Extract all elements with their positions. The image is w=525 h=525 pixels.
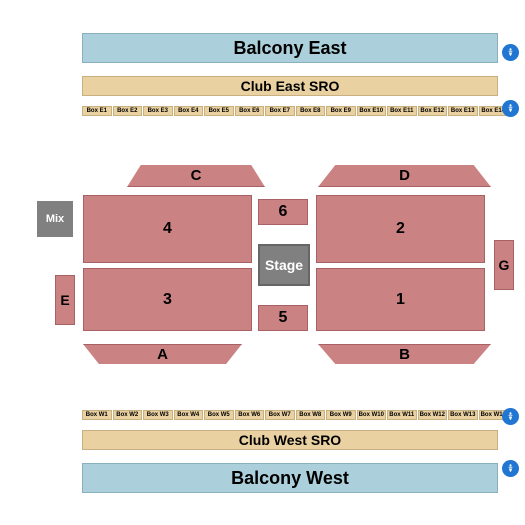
balcony-west-label: Balcony West (231, 468, 349, 489)
floor-section-3[interactable]: 3 (83, 268, 252, 331)
box-w7[interactable]: Box W7 (265, 410, 295, 420)
accessibility-icon (502, 460, 519, 477)
box-e11[interactable]: Box E11 (387, 106, 417, 116)
mix-booth: Mix (37, 201, 73, 237)
box-w8[interactable]: Box W8 (296, 410, 326, 420)
mix-label: Mix (46, 213, 64, 225)
club-east-sro[interactable]: Club East SRO (82, 76, 498, 96)
section-d[interactable]: D (318, 165, 491, 187)
section-c[interactable]: C (127, 165, 265, 187)
accessibility-icon (502, 100, 519, 117)
floor-section-6[interactable]: 6 (258, 199, 308, 225)
box-w13[interactable]: Box W13 (448, 410, 478, 420)
box-e5[interactable]: Box E5 (204, 106, 234, 116)
box-w3[interactable]: Box W3 (143, 410, 173, 420)
box-e7[interactable]: Box E7 (265, 106, 295, 116)
box-e3[interactable]: Box E3 (143, 106, 173, 116)
club-west-label: Club West SRO (239, 432, 341, 448)
section-c-label: C (191, 167, 202, 184)
club-east-label: Club East SRO (241, 78, 340, 94)
section-e-label: E (60, 292, 69, 308)
boxes-east-row: Box E1 Box E2 Box E3 Box E4 Box E5 Box E… (82, 106, 508, 116)
box-e6[interactable]: Box E6 (235, 106, 265, 116)
box-w2[interactable]: Box W2 (113, 410, 143, 420)
box-w5[interactable]: Box W5 (204, 410, 234, 420)
box-e4[interactable]: Box E4 (174, 106, 204, 116)
floor-1-label: 1 (396, 291, 405, 309)
floor-section-5[interactable]: 5 (258, 305, 308, 331)
box-w6[interactable]: Box W6 (235, 410, 265, 420)
floor-6-label: 6 (279, 203, 288, 221)
box-e8[interactable]: Box E8 (296, 106, 326, 116)
section-g[interactable]: G (494, 240, 514, 290)
section-a-label: A (157, 346, 168, 363)
accessibility-icon (502, 408, 519, 425)
section-d-label: D (399, 167, 410, 184)
floor-section-2[interactable]: 2 (316, 195, 485, 263)
section-e[interactable]: E (55, 275, 75, 325)
stage-label: Stage (265, 257, 303, 273)
section-a[interactable]: A (83, 344, 242, 364)
floor-2-label: 2 (396, 220, 405, 238)
box-w9[interactable]: Box W9 (326, 410, 356, 420)
box-w10[interactable]: Box W10 (357, 410, 387, 420)
box-e12[interactable]: Box E12 (418, 106, 448, 116)
box-e13[interactable]: Box E13 (448, 106, 478, 116)
floor-section-1[interactable]: 1 (316, 268, 485, 331)
box-e9[interactable]: Box E9 (326, 106, 356, 116)
box-e1[interactable]: Box E1 (82, 106, 112, 116)
floor-3-label: 3 (163, 291, 172, 309)
balcony-east-label: Balcony East (233, 38, 346, 59)
stage: Stage (258, 244, 310, 286)
box-w11[interactable]: Box W11 (387, 410, 417, 420)
balcony-east[interactable]: Balcony East (82, 33, 498, 63)
accessibility-icon (502, 44, 519, 61)
section-g-label: G (499, 257, 510, 273)
section-b[interactable]: B (318, 344, 491, 364)
box-w1[interactable]: Box W1 (82, 410, 112, 420)
section-b-label: B (399, 346, 410, 363)
floor-4-label: 4 (163, 220, 172, 238)
club-west-sro[interactable]: Club West SRO (82, 430, 498, 450)
box-w12[interactable]: Box W12 (418, 410, 448, 420)
balcony-west[interactable]: Balcony West (82, 463, 498, 493)
box-e2[interactable]: Box E2 (113, 106, 143, 116)
box-w4[interactable]: Box W4 (174, 410, 204, 420)
boxes-west-row: Box W1 Box W2 Box W3 Box W4 Box W5 Box W… (82, 410, 508, 420)
floor-section-4[interactable]: 4 (83, 195, 252, 263)
box-e10[interactable]: Box E10 (357, 106, 387, 116)
floor-5-label: 5 (279, 309, 288, 327)
